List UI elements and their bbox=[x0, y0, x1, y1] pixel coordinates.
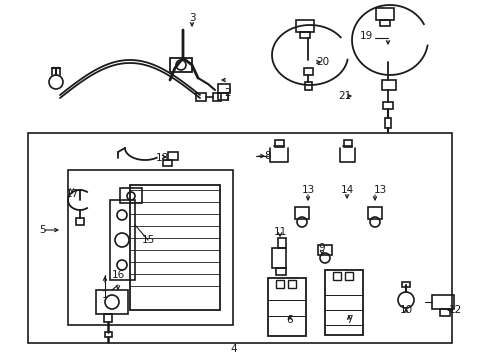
Bar bbox=[68, 170, 232, 325]
Bar bbox=[168, 152, 178, 160]
Bar bbox=[295, 20, 313, 32]
Bar bbox=[325, 270, 362, 335]
Bar bbox=[332, 272, 340, 280]
Text: 16: 16 bbox=[111, 270, 124, 280]
Text: 14: 14 bbox=[340, 185, 353, 195]
Bar bbox=[381, 80, 395, 90]
Bar bbox=[345, 272, 352, 280]
Bar bbox=[431, 295, 453, 309]
Bar bbox=[218, 84, 229, 93]
Bar bbox=[271, 248, 285, 268]
Bar bbox=[384, 118, 390, 128]
Bar bbox=[367, 207, 381, 219]
Bar bbox=[96, 290, 128, 314]
Text: 17: 17 bbox=[65, 189, 79, 199]
Text: 12: 12 bbox=[447, 305, 461, 315]
Text: 8: 8 bbox=[264, 151, 271, 161]
Text: 15: 15 bbox=[141, 235, 154, 245]
Text: 9: 9 bbox=[318, 243, 325, 253]
Text: 6: 6 bbox=[286, 315, 293, 325]
Text: 20: 20 bbox=[316, 57, 329, 67]
Text: 21: 21 bbox=[338, 91, 351, 101]
Text: 19: 19 bbox=[359, 31, 372, 41]
Bar bbox=[213, 93, 221, 101]
Bar bbox=[439, 309, 449, 316]
Bar bbox=[120, 188, 142, 203]
Bar bbox=[299, 32, 309, 38]
Bar bbox=[267, 278, 305, 336]
Bar bbox=[304, 68, 312, 75]
Bar bbox=[110, 200, 135, 280]
Bar bbox=[294, 207, 308, 219]
Bar bbox=[382, 102, 392, 109]
Bar bbox=[104, 314, 112, 322]
Circle shape bbox=[49, 75, 63, 89]
Bar bbox=[170, 58, 192, 72]
Text: 7: 7 bbox=[345, 315, 351, 325]
Text: 13: 13 bbox=[301, 185, 314, 195]
Bar bbox=[401, 282, 409, 287]
Text: 1: 1 bbox=[102, 290, 108, 300]
Text: 4: 4 bbox=[230, 344, 237, 354]
Bar bbox=[196, 93, 205, 101]
Bar bbox=[317, 245, 331, 255]
Text: 2: 2 bbox=[224, 88, 231, 98]
Bar bbox=[287, 280, 295, 288]
Bar bbox=[275, 280, 284, 288]
Bar bbox=[278, 238, 285, 248]
Text: 3: 3 bbox=[188, 13, 195, 23]
Bar bbox=[343, 140, 351, 147]
Bar bbox=[275, 268, 285, 275]
Bar bbox=[218, 93, 227, 100]
Bar bbox=[305, 82, 311, 90]
Text: 5: 5 bbox=[39, 225, 45, 235]
Text: 13: 13 bbox=[373, 185, 386, 195]
Bar bbox=[76, 218, 84, 225]
Text: 10: 10 bbox=[399, 305, 412, 315]
Bar bbox=[379, 20, 389, 26]
Bar bbox=[105, 332, 112, 337]
Text: 11: 11 bbox=[273, 227, 286, 237]
Bar bbox=[28, 133, 451, 343]
Bar bbox=[163, 160, 172, 166]
Bar bbox=[130, 185, 220, 310]
Text: 18: 18 bbox=[155, 153, 168, 163]
Bar bbox=[274, 140, 284, 147]
Bar bbox=[375, 8, 393, 20]
